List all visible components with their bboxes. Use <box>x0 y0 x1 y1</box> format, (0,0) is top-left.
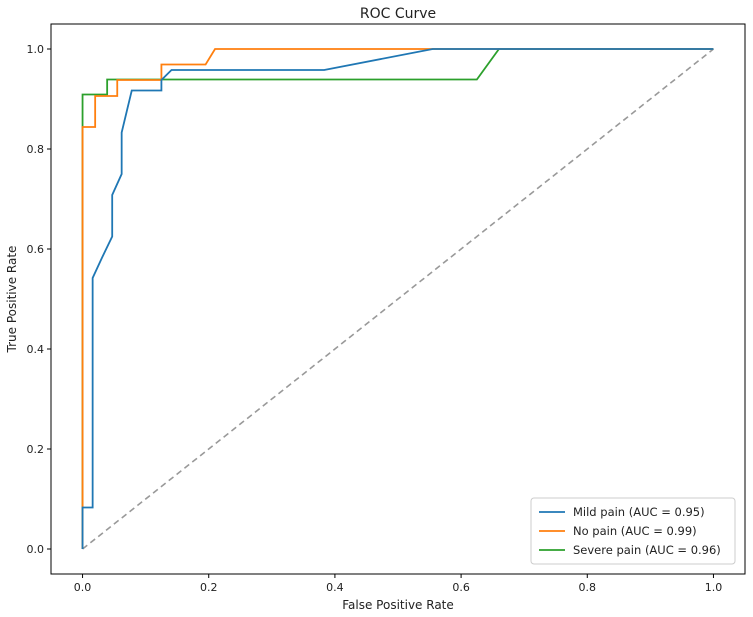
x-tick-label: 0.2 <box>200 581 218 594</box>
y-tick-label: 1.0 <box>27 43 45 56</box>
y-axis-label: True Positive Rate <box>5 246 19 354</box>
x-tick-label: 0.8 <box>579 581 597 594</box>
legend-label-1: No pain (AUC = 0.99) <box>573 524 697 538</box>
legend-label-0: Mild pain (AUC = 0.95) <box>573 505 705 519</box>
y-tick-label: 0.0 <box>27 543 45 556</box>
reference-diagonal-line <box>82 48 714 550</box>
y-tick-label: 0.4 <box>27 343 45 356</box>
y-tick-label: 0.8 <box>27 143 45 156</box>
plot-area <box>81 48 714 550</box>
x-tick-label: 0.6 <box>452 581 470 594</box>
chart-title: ROC Curve <box>360 6 436 22</box>
y-tick-label: 0.6 <box>27 243 45 256</box>
axes: 0.0 0.2 0.4 0.6 0.8 1.0 0.0 0.2 0.4 0.6 0.8 1.0 <box>27 23 746 594</box>
x-tick-label: 1.0 <box>705 581 723 594</box>
axes-frame <box>50 23 746 575</box>
y-tick-label: 0.2 <box>27 443 45 456</box>
series-line-0 <box>81 48 714 549</box>
series-line-1 <box>81 48 714 549</box>
legend-box <box>530 497 736 565</box>
legend: Mild pain (AUC = 0.95) No pain (AUC = 0.9… <box>530 497 736 565</box>
x-tick-label: 0.0 <box>74 581 92 594</box>
legend-label-2: Severe pain (AUC = 0.96) <box>573 543 721 557</box>
x-tick-label: 0.4 <box>326 581 344 594</box>
x-axis-label: False Positive Rate <box>342 598 454 612</box>
